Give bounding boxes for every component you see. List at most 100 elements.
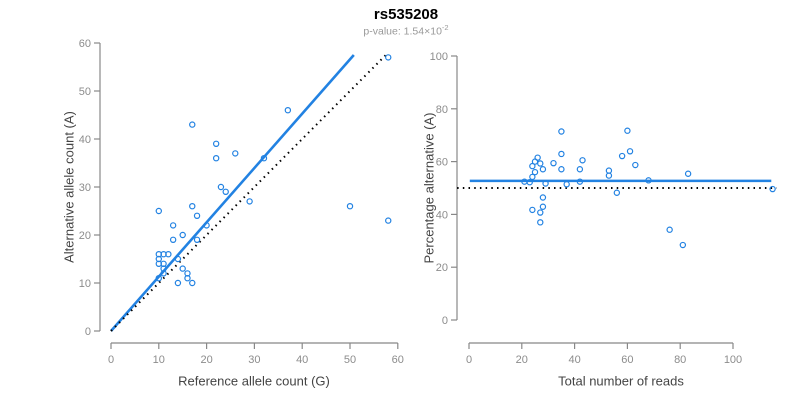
data-point — [624, 127, 631, 134]
left-plot-ylabel: Alternative allele count (A) — [61, 111, 77, 263]
data-point — [346, 202, 354, 210]
x-tick-label: 80 — [674, 354, 686, 366]
data-point — [558, 166, 565, 173]
plot-subtitle: p-value: 1.54×10-2 — [363, 23, 448, 38]
data-point — [526, 178, 533, 186]
data-point — [563, 181, 570, 188]
data-point — [184, 275, 191, 282]
y-tick-label: 20 — [79, 230, 91, 242]
plot-panel-0: 0 10 20 30 40 50 60 0 10 20 30 40 50 60 — [79, 38, 404, 366]
data-point — [169, 236, 177, 243]
data-point — [576, 166, 584, 173]
data-point — [537, 160, 544, 167]
y-tick-label: 80 — [436, 104, 448, 116]
data-point — [169, 222, 177, 229]
data-point — [165, 250, 172, 258]
data-point — [542, 180, 549, 187]
data-point — [189, 279, 196, 287]
data-point — [217, 183, 225, 191]
p-value-exponent: -2 — [441, 23, 449, 32]
data-point — [189, 202, 196, 210]
right-plot-xlabel: Total number of reads — [558, 373, 684, 389]
data-point — [189, 121, 196, 128]
x-tick-label: 100 — [724, 354, 742, 366]
data-point — [537, 209, 544, 216]
data-point — [645, 177, 652, 184]
y-tick-label: 0 — [442, 315, 448, 327]
x-tick-label: 50 — [344, 354, 356, 366]
data-point — [222, 188, 229, 195]
data-point — [537, 219, 544, 226]
y-tick-label: 40 — [436, 209, 448, 221]
data-point — [232, 150, 239, 157]
data-point — [284, 106, 292, 114]
data-point — [179, 231, 186, 239]
data-point — [155, 275, 162, 282]
x-tick-label: 20 — [200, 354, 212, 366]
data-point — [174, 279, 182, 287]
data-point — [558, 128, 565, 135]
y-tick-label: 30 — [79, 182, 91, 194]
x-tick-label: 10 — [153, 354, 165, 366]
data-point — [605, 172, 613, 179]
y-tick-label: 100 — [430, 51, 448, 63]
y-tick-label: 40 — [79, 134, 91, 146]
x-tick-label: 0 — [466, 354, 472, 366]
data-point — [179, 265, 186, 272]
y-tick-label: 0 — [85, 326, 91, 338]
data-point — [529, 173, 536, 181]
plot-panel-1: 0 20 40 60 80 100 0 20 40 60 80 100 — [430, 51, 777, 366]
data-point — [539, 194, 547, 201]
data-point — [385, 217, 392, 224]
data-point — [529, 206, 536, 214]
data-point — [684, 170, 692, 177]
plot-title: rs535208 — [373, 6, 439, 23]
y-tick-label: 50 — [79, 86, 91, 98]
data-point — [160, 270, 167, 277]
data-point — [531, 168, 539, 176]
data-point — [626, 148, 634, 155]
y-tick-label: 60 — [79, 38, 91, 50]
left-plot-xlabel: Reference allele count (G) — [178, 373, 330, 389]
data-point — [550, 159, 557, 167]
data-point — [576, 178, 584, 185]
x-tick-label: 60 — [392, 354, 404, 366]
data-point — [679, 241, 687, 249]
data-point — [203, 222, 210, 229]
identity-line — [110, 53, 388, 332]
y-tick-label: 10 — [79, 278, 91, 290]
data-point — [618, 152, 626, 160]
data-point — [193, 212, 201, 219]
y-tick-label: 60 — [436, 157, 448, 169]
x-tick-label: 20 — [516, 354, 528, 366]
data-point — [246, 198, 253, 205]
data-point — [539, 166, 547, 173]
data-point — [174, 255, 182, 263]
data-point — [539, 203, 547, 210]
data-point — [769, 185, 776, 193]
p-value-text: p-value: 1.54×10 — [363, 25, 442, 38]
data-point — [666, 226, 673, 233]
regression-line — [110, 54, 355, 332]
data-point — [529, 162, 536, 170]
data-point — [613, 189, 621, 196]
x-tick-label: 40 — [568, 354, 580, 366]
data-point — [579, 157, 586, 164]
right-plot-ylabel: Percentage alternative (A) — [421, 112, 437, 264]
data-point — [155, 260, 162, 267]
x-tick-label: 0 — [108, 354, 114, 366]
data-point — [632, 161, 639, 169]
data-point — [212, 140, 220, 147]
x-tick-label: 60 — [621, 354, 633, 366]
data-point — [385, 54, 392, 61]
x-tick-label: 30 — [248, 354, 260, 366]
data-point — [531, 158, 539, 165]
x-tick-label: 40 — [296, 354, 308, 366]
data-point — [212, 154, 220, 162]
data-point — [558, 150, 565, 158]
data-point — [155, 207, 162, 215]
data-point — [193, 236, 201, 243]
data-point — [260, 154, 268, 162]
